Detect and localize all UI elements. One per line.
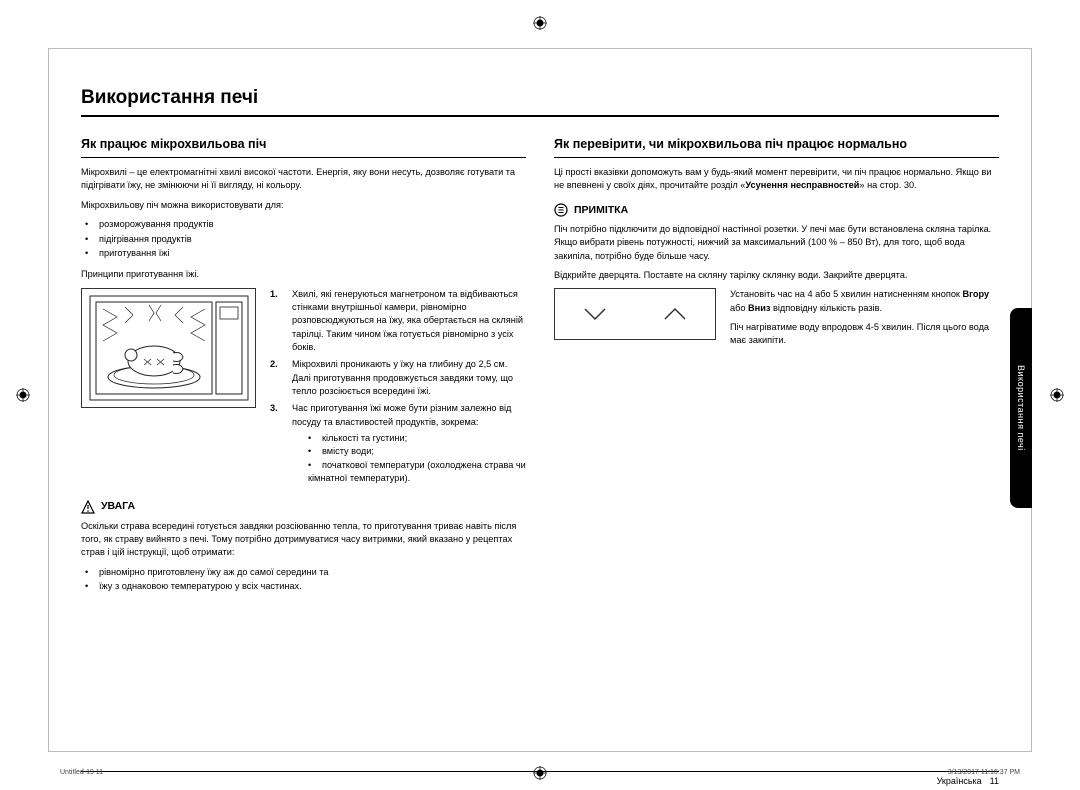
chevron-down-icon [581, 305, 609, 323]
step1-text: Відкрийте дверцята. Поставте на скляну т… [554, 269, 999, 282]
page-footer: Українська 11 [81, 776, 999, 786]
principles-label: Принципи приготування їжі. [81, 268, 526, 281]
intro-bold: Усунення несправностей [745, 180, 859, 190]
button-instruction-text: Установіть час на 4 або 5 хвилин натисне… [730, 288, 999, 353]
title-rule [81, 115, 999, 117]
section-tab: Використання печі [1010, 308, 1032, 508]
btn-text-a: Установіть час на 4 або 5 хвилин натисне… [730, 289, 963, 299]
button-instruction-row: Установіть час на 4 або 5 хвилин натисне… [554, 288, 999, 353]
warning-heading: УВАГА [81, 499, 526, 514]
note-text: Піч потрібно підключити до відповідної н… [554, 223, 999, 263]
list-item: початкової температури (охолоджена страв… [308, 459, 526, 486]
left-rule [81, 157, 526, 158]
up-down-buttons-illustration [554, 288, 716, 340]
print-footer: Untitled-19 11 3/13/2017 11:16:37 PM [60, 769, 1020, 776]
list-item: розморожування продуктів [85, 218, 526, 231]
list-item: підігрівання продуктів [85, 233, 526, 246]
numbered-list: 1.Хвилі, які генеруються магнетроном та … [270, 288, 526, 490]
list-item: приготування їжі [85, 247, 526, 260]
page-frame: Використання печі Як працює мікрохвильов… [48, 48, 1032, 752]
footer-language: Українська [937, 776, 982, 786]
intro-part-b: » на стор. 30. [859, 180, 916, 190]
list-item: рівномірно приготовлену їжу аж до самої … [85, 566, 526, 579]
warning-bullets: рівномірно приготовлену їжу аж до самої … [81, 566, 526, 594]
section-tab-label: Використання печі [1016, 365, 1026, 451]
right-column: Як перевірити, чи мікрохвильова піч прац… [554, 135, 999, 601]
note-label: ПРИМІТКА [574, 203, 628, 218]
right-heading: Як перевірити, чи мікрохвильова піч прац… [554, 135, 999, 153]
uses-list: розморожування продуктів підігрівання пр… [81, 218, 526, 260]
btn-or: або [730, 303, 748, 313]
list-item: 1.Хвилі, які генеруються магнетроном та … [270, 288, 526, 355]
figure-row: 1.Хвилі, які генеруються магнетроном та … [81, 288, 526, 490]
warning-text: Оскільки страва всередині готується завд… [81, 520, 526, 560]
warning-label: УВАГА [101, 499, 135, 514]
list-item: кількості та густини; [308, 432, 526, 445]
note-heading: ПРИМІТКА [554, 203, 999, 218]
btn-text-b: відповідну кількість разів. [770, 303, 882, 313]
left-intro-2: Мікрохвильову піч можна використовувати … [81, 199, 526, 212]
btn-down-label: Вниз [748, 303, 770, 313]
num-text-3: Час приготування їжі може бути різним за… [292, 403, 511, 426]
num-text-1: Хвилі, які генеруються магнетроном та ві… [292, 288, 526, 355]
page-title: Використання печі [81, 87, 999, 109]
registration-mark-right [1050, 388, 1064, 402]
print-timestamp: 3/13/2017 11:16:37 PM [948, 769, 1020, 776]
list-item: їжу з однаковою температурою у всіх част… [85, 580, 526, 593]
list-item: вмісту води; [308, 445, 526, 458]
warning-icon [81, 500, 95, 514]
list-item: 2.Мікрохвилі проникають у їжу на глибину… [270, 358, 526, 398]
list-item: 3. Час приготування їжі може бути різним… [270, 402, 526, 485]
left-heading: Як працює мікрохвильова піч [81, 135, 526, 153]
num-text-2: Мікрохвилі проникають у їжу на глибину д… [292, 358, 526, 398]
left-intro-1: Мікрохвилі – це електромагнітні хвилі ви… [81, 166, 526, 193]
chevron-up-icon [661, 305, 689, 323]
btn-up-label: Вгору [963, 289, 990, 299]
footer-page-number: 11 [990, 776, 999, 786]
right-intro: Ці прості вказівки допоможуть вам у будь… [554, 166, 999, 193]
sub-bullet-list: кількості та густини; вмісту води; почат… [292, 432, 526, 485]
print-doc-name: Untitled-19 11 [60, 769, 103, 776]
registration-mark-top [533, 16, 547, 30]
right-rule [554, 157, 999, 158]
note-icon [554, 203, 568, 217]
content-columns: Як працює мікрохвильова піч Мікрохвилі –… [81, 135, 999, 601]
registration-mark-left [16, 388, 30, 402]
microwave-illustration [81, 288, 256, 408]
btn-result-text: Піч нагріватиме воду впродовж 4-5 хвилин… [730, 321, 999, 348]
left-column: Як працює мікрохвильова піч Мікрохвилі –… [81, 135, 526, 601]
